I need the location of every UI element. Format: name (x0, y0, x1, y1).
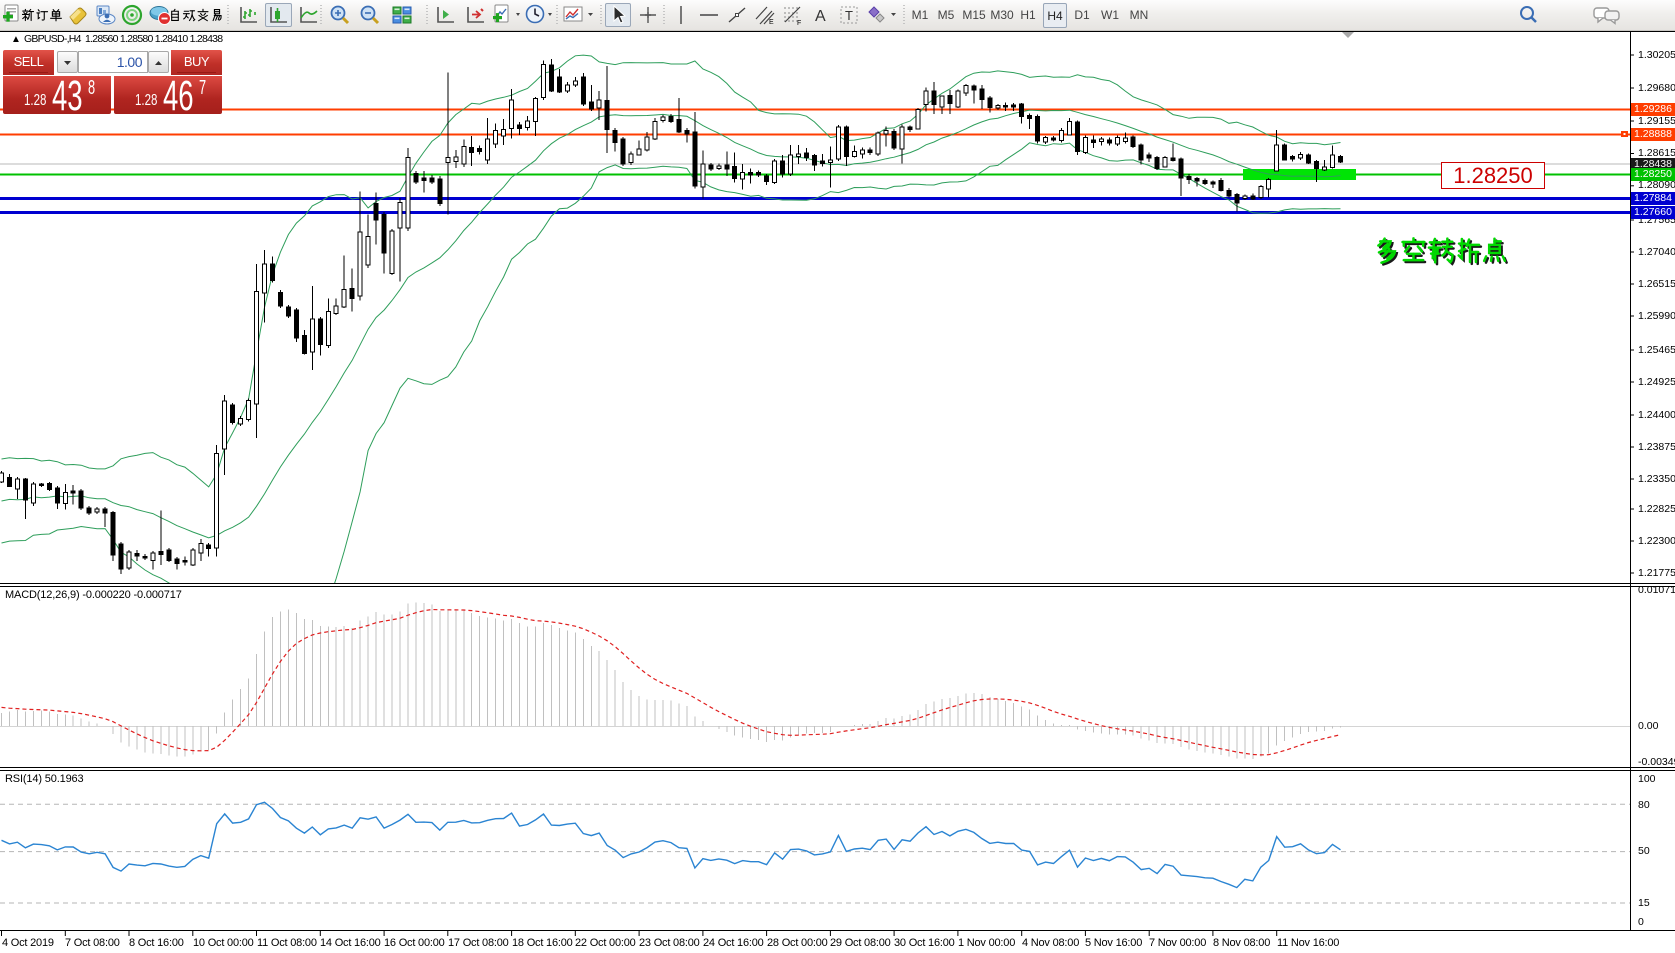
svg-text:E: E (769, 19, 774, 26)
svg-text:A: A (815, 8, 826, 25)
svg-text:T: T (845, 8, 853, 23)
svg-text:F: F (797, 20, 801, 27)
